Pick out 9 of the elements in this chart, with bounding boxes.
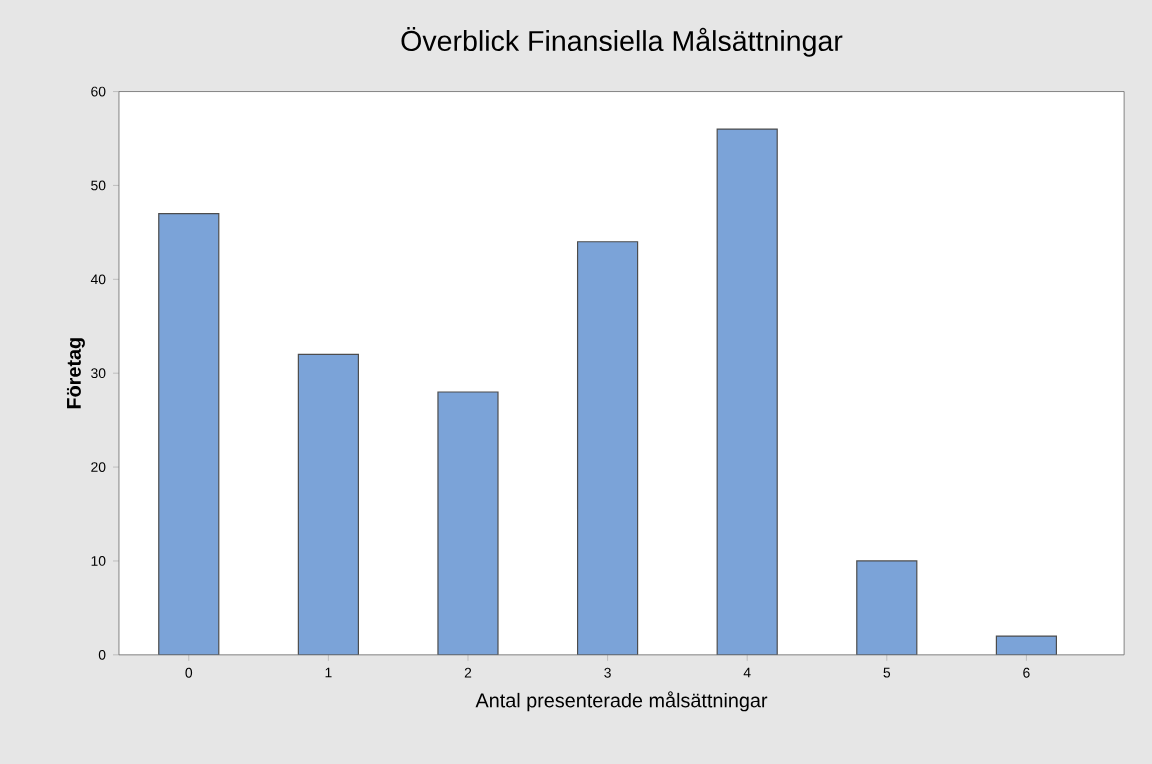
y-axis-title: Företag — [66, 338, 85, 409]
bar — [297, 353, 359, 655]
bar — [437, 391, 499, 655]
chart-title: Överblick Finansiella Målsättningar — [401, 26, 843, 57]
bar — [576, 241, 639, 655]
x-axis-title: Antal presenterade målsättningar — [475, 691, 768, 712]
bar — [856, 560, 918, 655]
bar — [716, 128, 778, 655]
bar — [158, 212, 220, 655]
